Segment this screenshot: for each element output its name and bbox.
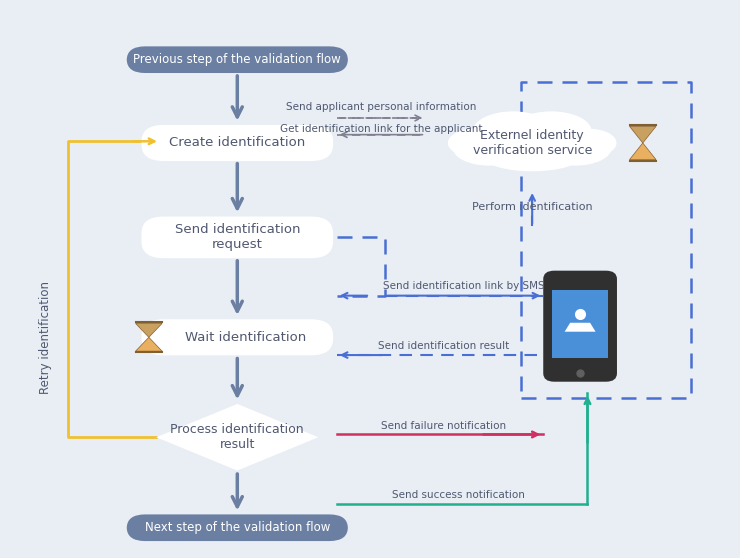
Polygon shape xyxy=(135,324,162,337)
Text: Next step of the validation flow: Next step of the validation flow xyxy=(144,521,330,534)
FancyBboxPatch shape xyxy=(543,271,617,382)
Polygon shape xyxy=(156,404,318,470)
Text: Retry identification: Retry identification xyxy=(39,281,52,394)
Ellipse shape xyxy=(453,130,525,166)
Text: Previous step of the validation flow: Previous step of the validation flow xyxy=(133,53,341,66)
Ellipse shape xyxy=(473,112,554,151)
Text: Send identification link by SMS: Send identification link by SMS xyxy=(383,281,545,291)
Text: Send applicant personal information: Send applicant personal information xyxy=(286,103,477,112)
Ellipse shape xyxy=(448,129,502,157)
FancyBboxPatch shape xyxy=(141,217,333,258)
FancyBboxPatch shape xyxy=(141,319,333,355)
Ellipse shape xyxy=(563,129,616,157)
Text: Process identification
result: Process identification result xyxy=(170,423,304,451)
FancyBboxPatch shape xyxy=(127,46,348,73)
FancyBboxPatch shape xyxy=(127,514,348,541)
Ellipse shape xyxy=(539,130,612,166)
Text: Send identification
request: Send identification request xyxy=(175,223,300,251)
Text: Create identification: Create identification xyxy=(169,137,306,150)
Text: Externel identity
verification service: Externel identity verification service xyxy=(473,129,592,157)
Ellipse shape xyxy=(484,143,580,171)
FancyBboxPatch shape xyxy=(141,125,333,161)
Text: Send identification result: Send identification result xyxy=(378,341,509,351)
Text: Wait identification: Wait identification xyxy=(168,331,306,344)
Polygon shape xyxy=(630,126,656,143)
Text: Send success notification: Send success notification xyxy=(392,490,525,500)
Ellipse shape xyxy=(511,112,591,151)
Text: Perform identification: Perform identification xyxy=(472,203,593,213)
Ellipse shape xyxy=(480,117,585,169)
Polygon shape xyxy=(630,143,656,160)
Polygon shape xyxy=(135,337,162,351)
Text: Get identification link for the applicant: Get identification link for the applican… xyxy=(280,123,482,133)
Polygon shape xyxy=(565,323,596,331)
FancyBboxPatch shape xyxy=(553,290,608,358)
Text: Send failure notification: Send failure notification xyxy=(381,421,506,431)
